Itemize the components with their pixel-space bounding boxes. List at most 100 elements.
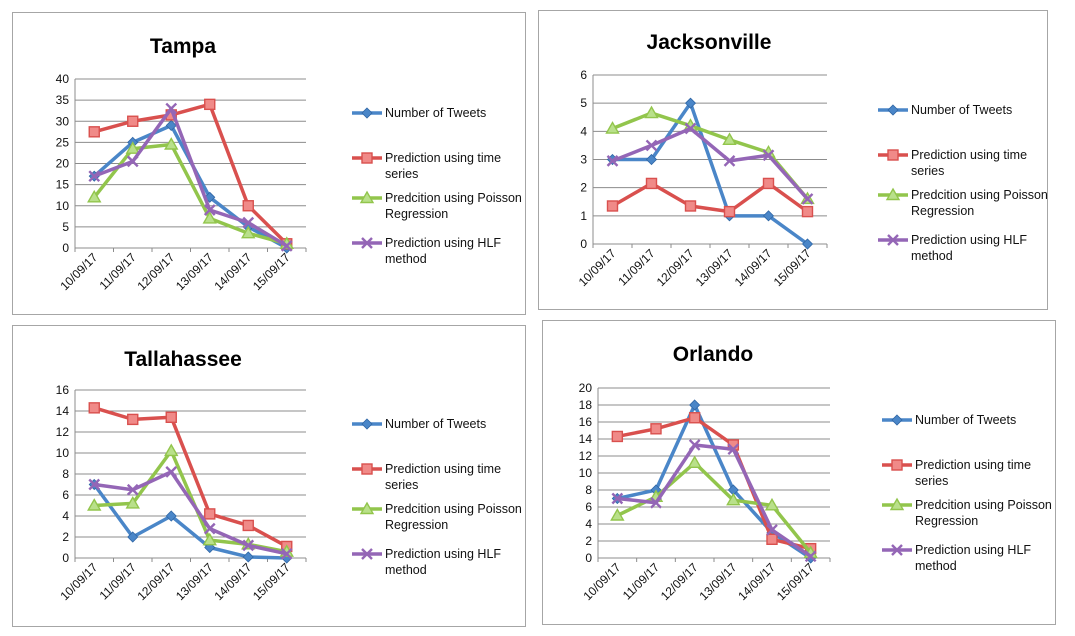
series-4 [611,439,817,563]
y-tick-label: 16 [56,383,70,397]
y-tick-label: 0 [580,237,587,251]
series-line [92,102,289,246]
data-point [125,495,140,509]
data-point [645,177,658,190]
y-tick-label: 25 [56,135,70,149]
legend-swatch [882,544,912,556]
chart-title: Tallahassee [124,348,242,371]
legend-item: Prediction using time series [881,457,1056,493]
legend-item: Prediction using time series [877,147,1052,183]
legend-item: Number of Tweets [351,416,526,452]
data-point [688,439,701,451]
y-tick-label: 4 [62,509,69,523]
data-point [88,402,100,414]
data-point [165,102,178,115]
y-tick-label: 0 [62,551,69,565]
data-point [650,423,662,435]
x-tick-label: 11/09/17 [620,560,663,603]
chart-legend: Number of Tweets Prediction using time se… [351,416,527,596]
series-3 [87,137,294,249]
y-tick-label: 4 [580,124,587,138]
x-tick-label: 12/09/17 [134,250,177,293]
series-line [615,416,813,551]
y-tick-label: 6 [62,488,69,502]
data-point [688,412,701,424]
data-point [650,496,662,509]
series-line [92,142,289,246]
data-point [203,204,216,216]
legend-item: Number of Tweets [881,412,1056,448]
y-tick-label: 10 [56,199,70,213]
y-tick-label: 6 [580,68,587,82]
x-tick-label: 10/09/17 [581,560,624,603]
x-marker-icon [887,234,899,246]
y-tick-label: 8 [62,467,69,481]
legend-swatch [882,497,912,511]
data-point [165,510,177,522]
y-tick-label: 18 [579,398,593,412]
data-point [801,205,814,218]
triangle-marker-icon [889,497,905,511]
data-point [762,177,775,190]
square-marker-icon [361,152,373,164]
series-line [92,482,289,560]
data-point [801,238,814,250]
data-point [684,200,697,212]
data-point [125,141,140,154]
x-tick-label: 13/09/17 [693,246,736,289]
data-point [611,492,624,505]
legend-item: Prediction using HLF method [351,235,526,271]
triangle-marker-icon [885,187,901,201]
data-point [610,508,625,521]
y-tick-label: 12 [56,425,70,439]
data-point [801,193,814,205]
legend-swatch [352,190,382,204]
x-tick-label: 14/09/17 [211,250,254,293]
data-point [242,551,254,563]
y-tick-label: 30 [56,114,70,128]
legend-item: Prediction using HLF method [877,232,1052,268]
series-4 [606,122,814,205]
data-point [722,132,737,145]
data-point [762,210,775,222]
data-point [242,539,255,552]
legend-swatch [878,149,908,161]
y-tick-label: 0 [585,551,592,565]
data-point [687,455,702,469]
y-tick-label: 14 [579,432,593,446]
data-point [242,200,254,212]
legend-label: Prediction using HLF method [385,236,502,266]
legend-swatch [878,187,908,201]
series-line [92,406,289,549]
x-tick-label: 14/09/17 [211,560,254,603]
legend-swatch [882,459,912,471]
y-tick-label: 5 [580,96,587,110]
y-tick-label: 16 [579,415,593,429]
y-tick-label: 35 [56,93,70,107]
x-marker-icon [361,237,373,249]
x-tick-label: 13/09/17 [173,250,216,293]
data-point [203,522,216,535]
legend-swatch [352,418,382,430]
series-2 [611,412,817,555]
series-line [615,443,813,559]
y-tick-label: 2 [585,534,592,548]
legend-item: Predcition using Poisson Regression [881,497,1056,533]
legend-item: Predcition using Poisson Regression [351,190,526,226]
data-point [764,497,780,511]
data-point [645,139,658,152]
y-tick-label: 10 [579,466,593,480]
data-point [88,170,101,183]
data-point [88,126,100,138]
legend-label: Prediction using time series [385,462,502,492]
series-4 [88,102,293,252]
data-point [644,105,659,119]
data-point [165,411,177,424]
legend-item: Predcition using Poisson Regression [877,187,1052,223]
data-point [202,532,217,546]
x-tick-label: 10/09/17 [57,250,100,293]
y-tick-label: 4 [585,517,592,531]
data-point [126,155,139,168]
y-tick-label: 6 [585,500,592,514]
data-point [727,443,740,456]
